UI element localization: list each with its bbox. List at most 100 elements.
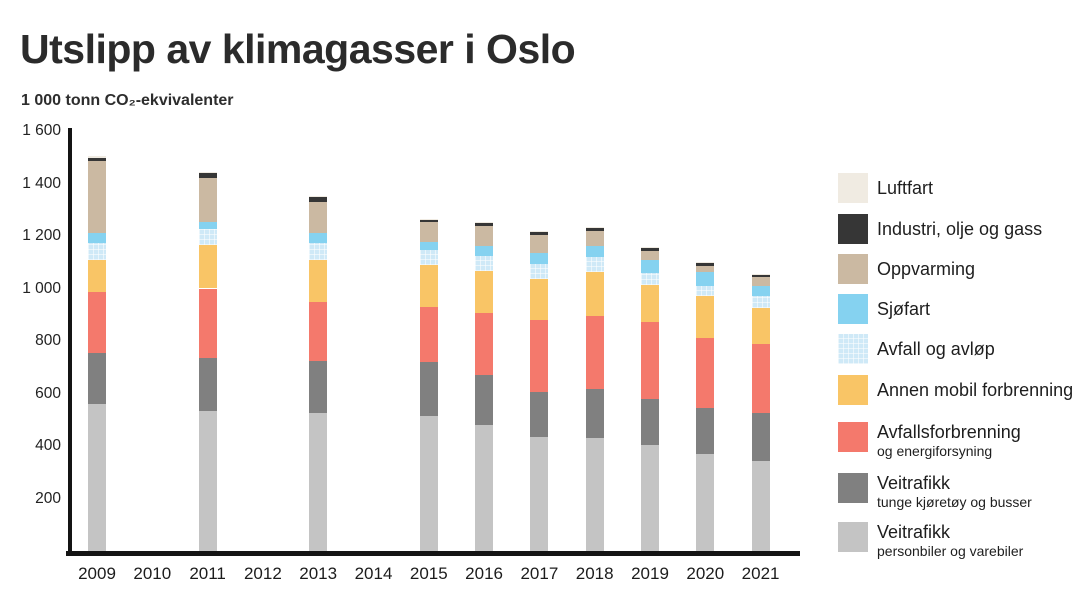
y-tick-label: 800 (35, 332, 61, 349)
bar-segment (696, 337, 715, 408)
bar-segment (309, 242, 328, 260)
bar-segment (309, 197, 328, 202)
bar-segment (585, 438, 604, 551)
bar-segment (309, 259, 328, 302)
bar-segment (309, 360, 328, 414)
y-tick-label: 200 (35, 489, 61, 507)
bar-segment (641, 273, 659, 285)
x-tick-label: 2021 (741, 564, 780, 583)
bar-segment (198, 229, 217, 246)
bar-segment (419, 362, 438, 416)
x-tick-label: 2017 (520, 564, 559, 583)
bar-segment (585, 227, 604, 229)
bar-segment (88, 161, 106, 234)
x-tick-label: 2016 (465, 564, 503, 583)
x-tick-label: 2015 (409, 564, 448, 583)
bar-segment (696, 272, 715, 287)
bar-segment (751, 296, 770, 308)
bar-segment (751, 343, 770, 413)
bar-segment (198, 358, 217, 411)
legend-sublabel: tunge kjøretøy og busser (877, 494, 1032, 510)
bar-segment (419, 250, 438, 266)
bar-segment (530, 235, 549, 253)
legend-label: Veitrafikk (877, 473, 951, 493)
bar-segment (88, 352, 106, 404)
legend-label: Luftfart (877, 178, 934, 198)
bar-segment (751, 286, 770, 297)
bar-segment (641, 248, 659, 252)
legend-swatch (838, 473, 868, 503)
y-tick-label: 1 600 (22, 122, 61, 139)
bar-segment (641, 251, 659, 260)
legend-label: Industri, olje og gass (877, 219, 1043, 239)
bar-segment (419, 242, 438, 251)
bar-segment (585, 272, 604, 317)
bar-segment (585, 257, 604, 273)
legend-label: Annen mobil forbrenning (877, 380, 1074, 400)
x-tick-label: 2012 (243, 564, 282, 583)
legend-label: Veitrafikk (877, 522, 951, 542)
bar-segment (585, 231, 604, 246)
legend-sublabel: personbiler og varebiler (877, 543, 1024, 559)
bar-segment (309, 413, 328, 551)
bar-segment (198, 245, 217, 289)
bar-segment (585, 389, 604, 439)
legend-swatch (838, 334, 868, 364)
x-tick-label: 2013 (299, 564, 338, 583)
chart-title: Utslipp av klimagasser i Oslo (20, 26, 576, 72)
bar-segment (751, 412, 770, 461)
bar-segment (198, 178, 217, 222)
bar-segment (198, 173, 217, 179)
bar-segment (419, 222, 438, 243)
x-tick-label: 2020 (686, 564, 725, 583)
x-tick-label: 2011 (189, 564, 226, 583)
bar-segment (696, 454, 715, 551)
bar-segment (530, 320, 549, 393)
bar-segment (475, 313, 494, 376)
bar-segment (309, 233, 328, 243)
bar-segment (641, 445, 659, 551)
bar-segment (309, 201, 328, 234)
bar-segment (530, 252, 549, 265)
legend-swatch (838, 522, 868, 552)
bar-segment (530, 279, 549, 320)
bar-segment (419, 306, 438, 362)
bar-segment (585, 316, 604, 390)
bar-segment (198, 288, 217, 359)
legend-label: Avfall og avløp (877, 339, 995, 359)
bar-segment (198, 410, 217, 551)
y-tick-label: 1 200 (22, 227, 61, 244)
bar-segment (641, 284, 659, 323)
bar-segment (309, 195, 328, 198)
bar-segment (751, 274, 770, 278)
bar-segment (585, 245, 604, 257)
bar-segment (475, 222, 494, 224)
x-tick-label: 2010 (133, 564, 172, 583)
x-tick-label: 2019 (631, 564, 669, 583)
legend-swatch (838, 173, 868, 203)
legend-swatch (838, 422, 868, 452)
bar-segment (751, 460, 770, 551)
legend-sublabel: og energiforsyning (877, 443, 993, 459)
bar-segment (696, 286, 715, 297)
legend-swatch (838, 294, 868, 324)
bar-segment (419, 219, 438, 223)
bar-segment (530, 232, 549, 236)
bar-segment (88, 404, 106, 551)
bar-segment (309, 301, 328, 361)
bar-segment (696, 407, 715, 455)
y-tick-label: 1 400 (22, 174, 61, 192)
bar-segment (585, 228, 604, 232)
x-axis-line (66, 551, 800, 556)
bar-segment (641, 259, 659, 273)
x-tick-label: 2018 (575, 564, 614, 583)
legend-swatch (838, 375, 868, 405)
y-tick-label: 600 (35, 384, 61, 402)
bar-segment (751, 277, 770, 287)
bar-segment (475, 375, 494, 425)
bar-segment (530, 392, 549, 437)
bar-segment (696, 296, 715, 338)
x-tick-label: 2014 (354, 564, 393, 583)
x-tick-label: 2009 (78, 564, 116, 583)
